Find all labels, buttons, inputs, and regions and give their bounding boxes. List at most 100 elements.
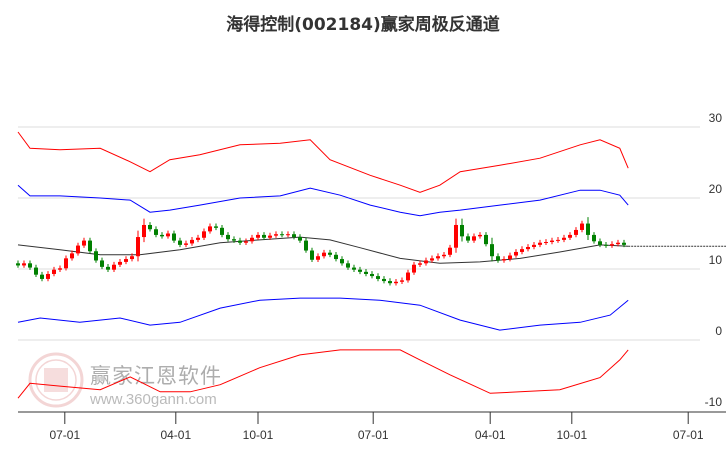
y-tick-label: 10 — [709, 253, 723, 267]
candle-body — [514, 251, 518, 256]
candle-body — [46, 273, 50, 279]
candle-body — [196, 237, 200, 240]
candle-body — [160, 234, 164, 237]
candle-body — [478, 234, 482, 237]
candle-body — [502, 259, 506, 261]
candle-body — [430, 258, 434, 261]
candle-body — [184, 243, 188, 245]
candle-body — [154, 229, 158, 235]
candle-body — [112, 264, 116, 270]
candle-body — [526, 246, 530, 250]
candle-body — [580, 223, 584, 230]
candle-body — [298, 237, 302, 241]
candle-body — [118, 261, 122, 265]
candle-body — [610, 244, 614, 246]
candle-body — [166, 233, 170, 237]
x-tick-label: 10-01 — [556, 428, 587, 442]
candle-body — [22, 263, 26, 266]
candle-body — [256, 234, 260, 238]
y-tick-label: 20 — [709, 182, 723, 196]
candle-body — [520, 249, 524, 252]
candle-body — [352, 267, 356, 270]
candle-body — [94, 251, 98, 261]
band-lower-inner — [17, 297, 629, 331]
candle-body — [406, 272, 410, 281]
candle-body — [562, 237, 566, 240]
candle-body — [268, 235, 272, 238]
y-tick-label: -10 — [705, 395, 723, 409]
y-tick-label: 0 — [715, 324, 722, 338]
candle-body — [124, 259, 128, 262]
y-tick-label: 30 — [709, 111, 723, 125]
candle-body — [388, 281, 392, 284]
candle-body — [208, 226, 212, 232]
x-tick-label: 07-01 — [358, 428, 389, 442]
candle-body — [130, 256, 134, 260]
candle-body — [616, 242, 620, 245]
candle-body — [214, 226, 218, 228]
x-tick-label: 10-01 — [243, 428, 274, 442]
candle-body — [202, 231, 206, 238]
candle-body — [436, 256, 440, 259]
candle-body — [148, 224, 152, 230]
candle-body — [304, 240, 308, 251]
candle-body — [598, 241, 602, 245]
candle-body — [172, 233, 176, 241]
candle-body — [490, 244, 494, 257]
candle-body — [472, 236, 476, 241]
candle-body — [358, 269, 362, 272]
candle-body — [424, 260, 428, 264]
candle-body — [310, 250, 314, 260]
candle-body — [544, 242, 548, 244]
candle-body — [508, 255, 512, 260]
band-lower-outer — [17, 349, 629, 399]
candle-body — [394, 281, 398, 284]
candle-body — [316, 256, 320, 260]
candle-body — [328, 252, 332, 255]
candle-body — [178, 240, 182, 245]
candle-body — [340, 259, 344, 264]
candle-body — [346, 263, 350, 268]
candle-body — [622, 242, 626, 245]
candle-body — [412, 264, 416, 273]
candle-body — [28, 263, 32, 268]
candle-body — [190, 239, 194, 244]
candle-body — [100, 260, 104, 267]
watermark-url: www.360gann.com — [90, 391, 217, 408]
candle-body — [16, 263, 20, 266]
candle-body — [262, 234, 266, 238]
x-tick-label: 07-01 — [49, 428, 80, 442]
candle-body — [466, 236, 470, 241]
band-middle — [17, 236, 629, 264]
candle-body — [496, 256, 500, 261]
band-upper-outer — [17, 131, 629, 193]
candle-body — [292, 234, 296, 238]
candle-body — [334, 254, 338, 260]
candle-body — [40, 274, 44, 279]
candle-body — [382, 278, 386, 282]
candle-body — [592, 234, 596, 242]
candle-body — [274, 234, 278, 236]
candle-body — [604, 244, 608, 246]
candle-body — [88, 240, 92, 252]
candle-body — [460, 224, 464, 237]
x-tick-label: 04-01 — [160, 428, 191, 442]
candle-body — [454, 224, 458, 248]
candle-body — [586, 223, 590, 235]
candle-body — [448, 247, 452, 255]
candle-body — [442, 254, 446, 257]
candle-body — [286, 234, 290, 236]
band-upper-inner — [17, 184, 629, 217]
candle-body — [238, 240, 242, 243]
candle-body — [64, 258, 68, 269]
candle-body — [370, 273, 374, 277]
candle-body — [418, 263, 422, 265]
candle-body — [364, 271, 368, 274]
x-tick-label: 04-01 — [475, 428, 506, 442]
candle-body — [400, 280, 404, 282]
candle-body — [532, 244, 536, 247]
candle-body — [136, 237, 140, 257]
candle-body — [322, 252, 326, 257]
candle-body — [574, 229, 578, 235]
